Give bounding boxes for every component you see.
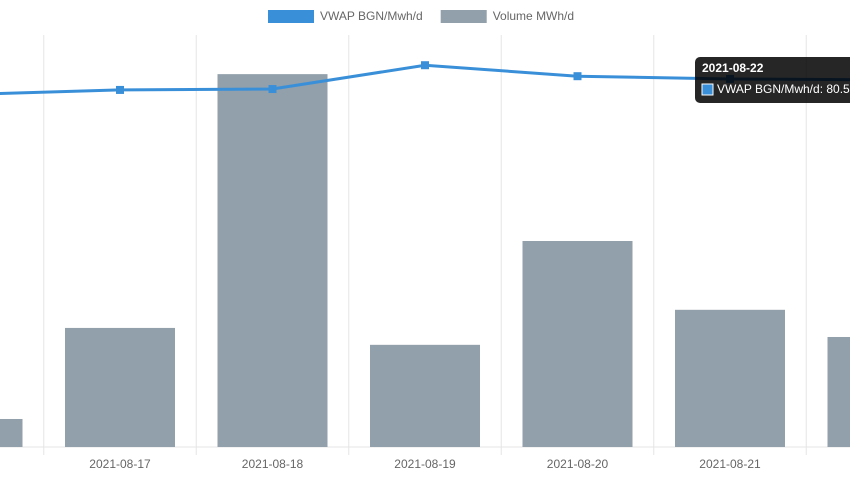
tooltip: 2021-08-22 VWAP BGN/Mwh/d: 80.51 — [695, 57, 850, 103]
bar — [827, 336, 850, 447]
legend-label[interactable]: VWAP BGN/Mwh/d — [320, 9, 423, 23]
tooltip-box — [695, 57, 850, 103]
bar — [522, 241, 633, 447]
legend-label[interactable]: Volume MWh/d — [493, 9, 574, 23]
x-tick-label: 2021-08-17 — [89, 457, 151, 471]
legend-swatch[interactable] — [440, 10, 487, 23]
bar — [370, 344, 480, 447]
bar — [217, 74, 328, 447]
point — [573, 72, 582, 81]
bar — [65, 327, 175, 447]
x-tick-label: 2021-08-21 — [699, 457, 761, 471]
x-tick-label: 2021-08-19 — [394, 457, 456, 471]
point — [268, 85, 277, 94]
bar — [675, 309, 785, 447]
x-tick-label: 2021-08-20 — [547, 457, 609, 471]
legend-swatch[interactable] — [268, 10, 314, 23]
bar — [0, 418, 23, 447]
x-tick-label: 2021-08-18 — [242, 457, 304, 471]
tooltip-title: 2021-08-22 — [702, 61, 764, 75]
tooltip-swatch — [701, 83, 714, 96]
tooltip-label: VWAP BGN/Mwh/d: 80.51 — [717, 82, 850, 96]
point — [116, 85, 124, 94]
point — [421, 61, 429, 70]
